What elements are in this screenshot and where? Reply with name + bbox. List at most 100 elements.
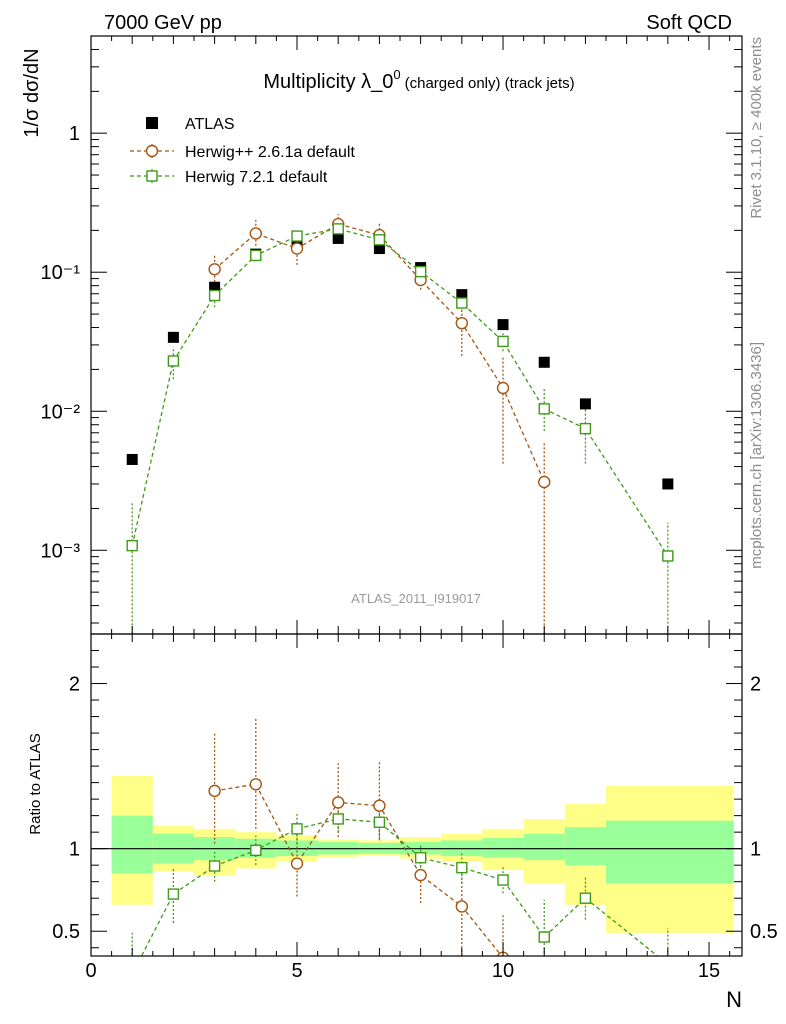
main-ylabel: 1/σ dσ/dN xyxy=(21,48,43,137)
ratio-series-2-point-4 xyxy=(291,823,303,835)
main-series-2-point-12 xyxy=(662,550,674,562)
main-series-2-point-6 xyxy=(373,234,386,246)
analysis-watermark: ATLAS_2011_I919017 xyxy=(351,591,481,606)
ratio-series-2-point-6 xyxy=(373,816,386,828)
legend-herwig7-marker xyxy=(146,170,158,182)
plot-frames xyxy=(90,35,743,957)
ratio-series-2-point-10 xyxy=(538,931,550,943)
xtick-label-10: 10 xyxy=(492,960,514,982)
xlabel: N xyxy=(726,987,742,1012)
main-series-2-point-0 xyxy=(126,539,138,552)
main-series-1-point-0 xyxy=(208,263,221,276)
main-atlas-point-12 xyxy=(662,478,674,490)
plot-title-main: Multiplicity λ_0 xyxy=(263,71,393,93)
ratio-series-2-point-0 xyxy=(127,969,137,979)
main-series-2-point-7 xyxy=(414,265,427,278)
plot-title-sub: (charged only) (track jets) xyxy=(405,75,575,92)
ratio-series-2-point-11 xyxy=(579,892,592,904)
main-series-1-point-1 xyxy=(249,227,263,240)
main-series-2-point-4 xyxy=(291,230,303,242)
ratio-series-2-markers xyxy=(127,813,673,979)
main-series-2-point-2 xyxy=(208,289,221,302)
ytick-main-label-0: 10⁻³ xyxy=(41,540,81,562)
main-series-1-lines xyxy=(213,214,545,634)
band-inner-10 xyxy=(523,833,565,861)
main-atlas-point-9 xyxy=(497,319,509,331)
ratio-series-1-line xyxy=(214,783,503,956)
main-series-2-point-8 xyxy=(456,297,468,309)
legend-atlas-label: ATLAS xyxy=(185,116,235,133)
legend: ATLAS Herwig++ 2.6.1a default Herwig 7.2… xyxy=(130,116,355,186)
main-series-0-markers xyxy=(126,232,674,490)
xtick-label-5: 5 xyxy=(291,960,302,982)
main-series-1-point-6 xyxy=(455,316,469,330)
band-inner-12 xyxy=(606,820,734,884)
ratio-series-2-point-12 xyxy=(663,959,673,969)
ytick-ratio-label-right-0: 0.5 xyxy=(750,921,778,943)
main-series-1-point-2 xyxy=(290,242,304,255)
main-series-2-point-10 xyxy=(538,403,550,415)
ratio-series-1-point-5 xyxy=(414,868,427,882)
rivet-label: Rivet 3.1.10, ≥ 400k events xyxy=(748,37,765,219)
ratio-series-2-point-1 xyxy=(167,888,180,900)
main-atlas-point-1 xyxy=(167,331,179,343)
ytick-main-label-2: 10⁻¹ xyxy=(41,262,81,284)
band-inner-11 xyxy=(564,827,607,866)
main-atlas-point-6 xyxy=(373,243,385,255)
legend-herwigpp-marker xyxy=(145,144,159,158)
band-inner-9 xyxy=(482,837,524,858)
tick-labels: 0 5 10 15 10⁻³ 10⁻² 10⁻¹ 1 0.5 0.5 1 1 2 2 xyxy=(41,123,778,982)
xtick-label-0: 0 xyxy=(85,960,96,982)
ratio-series-2-point-7 xyxy=(414,852,427,864)
ratio-series-2-point-8 xyxy=(456,861,468,874)
main-series-1-point-8 xyxy=(538,475,551,489)
main-atlas-point-11 xyxy=(579,398,591,410)
ratio-series-1-point-4 xyxy=(373,799,386,812)
plot-title: Multiplicity λ_00 (charged only) (track j… xyxy=(263,67,574,93)
main-atlas-point-10 xyxy=(538,356,550,368)
xtick-label-15: 15 xyxy=(698,960,720,982)
ratio-frame xyxy=(90,633,743,957)
main-series-2-point-1 xyxy=(167,355,180,367)
main-series-2-point-5 xyxy=(332,223,344,235)
legend-herwig7-label: Herwig 7.2.1 default xyxy=(185,169,328,186)
ratio-series-2-point-9 xyxy=(497,874,509,886)
ratio-series-1-point-2 xyxy=(290,857,304,870)
band-inner-0 xyxy=(111,815,153,874)
ytick-main-label-1: 10⁻² xyxy=(41,401,81,423)
ratio-ylabel: Ratio to ATLAS xyxy=(27,733,44,834)
ratio-series-1-point-3 xyxy=(332,796,345,809)
main-atlas-point-2 xyxy=(209,281,221,293)
ytick-ratio-label-left-1: 1 xyxy=(69,839,80,861)
axis-ticks xyxy=(90,35,742,956)
legend-atlas-marker xyxy=(146,117,158,129)
main-atlas-point-0 xyxy=(126,453,138,465)
header-left-label: 7000 GeV pp xyxy=(104,12,222,34)
plot-title-sup: 0 xyxy=(393,67,400,82)
ratio-series-1-markers xyxy=(208,778,509,956)
ratio-series-2-point-3 xyxy=(250,844,262,857)
ratio-series-1-point-0 xyxy=(208,784,221,798)
ytick-ratio-label-left-0: 0.5 xyxy=(52,921,80,943)
ytick-ratio-label-right-2: 2 xyxy=(750,674,761,696)
ytick-ratio-label-right-1: 1 xyxy=(750,839,761,861)
main-series-2-point-3 xyxy=(250,249,262,262)
legend-herwigpp-label: Herwig++ 2.6.1a default xyxy=(185,144,355,161)
main-atlas-point-8 xyxy=(456,289,468,301)
header-right-label: Soft QCD xyxy=(646,12,732,34)
main-series-2-point-9 xyxy=(497,335,509,348)
main-atlas-point-5 xyxy=(332,232,344,244)
main-series-2-markers xyxy=(126,223,674,562)
ytick-ratio-label-left-2: 2 xyxy=(69,674,80,696)
main-series-2-line xyxy=(131,228,669,557)
ratio-series-1-point-1 xyxy=(249,778,263,791)
main-series-1-point-7 xyxy=(496,381,510,395)
mcplots-label: mcplots.cern.ch [arXiv:1306.3436] xyxy=(748,342,765,569)
ratio-series-2-point-2 xyxy=(208,860,221,872)
ratio-series-2-point-5 xyxy=(332,813,344,825)
ytick-main-label-3: 1 xyxy=(69,123,80,145)
ratio-series-1-point-6 xyxy=(455,900,469,913)
main-series-2-point-11 xyxy=(579,422,592,435)
main-series-1-line xyxy=(214,223,545,483)
